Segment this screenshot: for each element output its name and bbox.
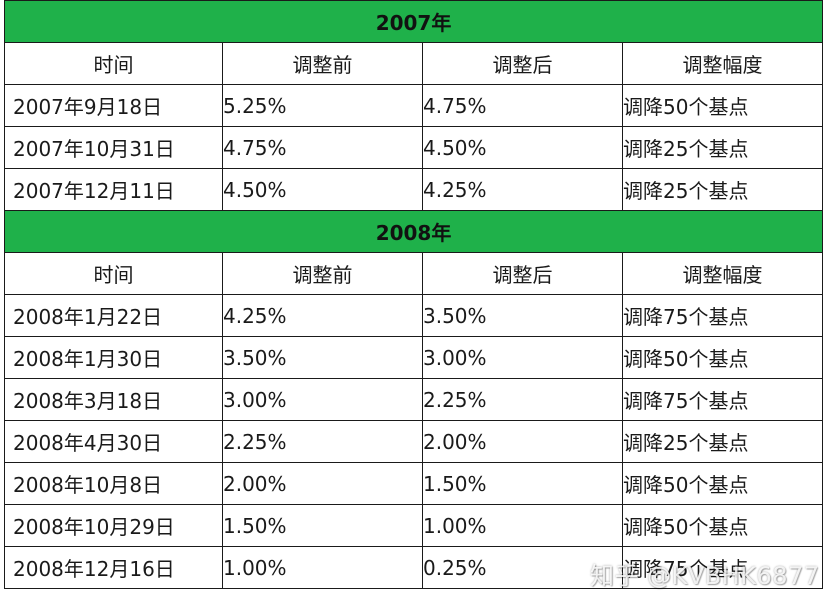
table-row: 2008年4月30日 2.25% 2.00% 调降25个基点	[4, 420, 824, 463]
rate-cut-table: 2007年 时间 调整前 调整后 调整幅度 2007年9月18日 5.25% 4.75% 调降5…	[3, 0, 824, 589]
column-header: 时间	[4, 252, 223, 295]
table-row: 2007年10月31日 4.75% 4.50% 调降25个基点	[4, 126, 824, 169]
before-cell: 2.25%	[222, 420, 423, 463]
year-label: 2008年	[3, 210, 824, 253]
column-header: 时间	[4, 42, 223, 85]
before-cell: 3.00%	[222, 378, 423, 421]
column-header-row: 时间 调整前 调整后 调整幅度	[4, 42, 824, 85]
change-cell: 调降75个基点	[621, 546, 824, 589]
after-cell: 2.00%	[422, 420, 623, 463]
column-header-row: 时间 调整前 调整后 调整幅度	[4, 252, 824, 295]
column-header: 调整后	[422, 252, 623, 295]
date-cell: 2007年9月18日	[4, 84, 223, 127]
table-row: 2008年1月22日 4.25% 3.50% 调降75个基点	[4, 294, 824, 337]
after-cell: 0.25%	[422, 546, 623, 589]
table-row: 2007年12月11日 4.50% 4.25% 调降25个基点	[4, 168, 824, 211]
table-row: 2008年12月16日 1.00% 0.25% 调降75个基点	[4, 546, 824, 589]
date-cell: 2007年12月11日	[4, 168, 223, 211]
change-cell: 调降50个基点	[621, 462, 824, 505]
change-cell: 调降25个基点	[621, 126, 824, 169]
before-cell: 1.00%	[222, 546, 423, 589]
date-cell: 2008年10月29日	[4, 504, 223, 547]
year-header-row: 2008年	[3, 210, 824, 253]
before-cell: 3.50%	[222, 336, 423, 379]
change-cell: 调降25个基点	[621, 420, 824, 463]
before-cell: 4.50%	[222, 168, 423, 211]
date-cell: 2008年1月22日	[4, 294, 223, 337]
column-header: 调整前	[222, 42, 423, 85]
date-cell: 2008年4月30日	[4, 420, 223, 463]
table-row: 2008年10月8日 2.00% 1.50% 调降50个基点	[4, 462, 824, 505]
before-cell: 1.50%	[222, 504, 423, 547]
date-cell: 2008年3月18日	[4, 378, 223, 421]
change-cell: 调降50个基点	[621, 504, 824, 547]
before-cell: 4.75%	[222, 126, 423, 169]
date-cell: 2008年10月8日	[4, 462, 223, 505]
column-header: 调整前	[222, 252, 423, 295]
column-header: 调整幅度	[621, 42, 824, 85]
after-cell: 3.50%	[422, 294, 623, 337]
after-cell: 3.00%	[422, 336, 623, 379]
table-row: 2008年10月29日 1.50% 1.00% 调降50个基点	[4, 504, 824, 547]
table-row: 2008年3月18日 3.00% 2.25% 调降75个基点	[4, 378, 824, 421]
year-label: 2007年	[3, 0, 824, 43]
after-cell: 4.75%	[422, 84, 623, 127]
after-cell: 1.00%	[422, 504, 623, 547]
before-cell: 2.00%	[222, 462, 423, 505]
change-cell: 调降50个基点	[621, 336, 824, 379]
change-cell: 调降50个基点	[621, 84, 824, 127]
date-cell: 2008年1月30日	[4, 336, 223, 379]
after-cell: 4.50%	[422, 126, 623, 169]
table-row: 2008年1月30日 3.50% 3.00% 调降50个基点	[4, 336, 824, 379]
change-cell: 调降75个基点	[621, 294, 824, 337]
after-cell: 4.25%	[422, 168, 623, 211]
before-cell: 5.25%	[222, 84, 423, 127]
column-header: 调整幅度	[621, 252, 824, 295]
after-cell: 1.50%	[422, 462, 623, 505]
date-cell: 2007年10月31日	[4, 126, 223, 169]
year-header-row: 2007年	[3, 0, 824, 43]
change-cell: 调降75个基点	[621, 378, 824, 421]
before-cell: 4.25%	[222, 294, 423, 337]
after-cell: 2.25%	[422, 378, 623, 421]
column-header: 调整后	[422, 42, 623, 85]
date-cell: 2008年12月16日	[4, 546, 223, 589]
table-row: 2007年9月18日 5.25% 4.75% 调降50个基点	[4, 84, 824, 127]
change-cell: 调降25个基点	[621, 168, 824, 211]
